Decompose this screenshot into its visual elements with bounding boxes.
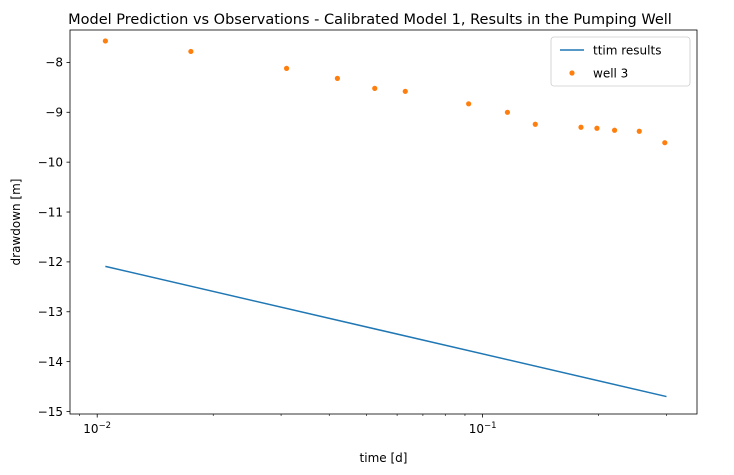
y-tick-label: −13 — [38, 305, 63, 319]
data-point-well-3 — [578, 124, 584, 130]
data-point-well-3 — [466, 101, 472, 107]
x-tick-label: 10−1 — [469, 421, 497, 436]
legend-label-ttim: ttim results — [593, 44, 661, 58]
y-tick-label: −14 — [38, 355, 63, 369]
y-axis-label: drawdown [m] — [9, 179, 23, 266]
x-axis-label: time [d] — [360, 451, 408, 465]
data-point-well-3 — [283, 65, 290, 71]
legend-marker-swatch — [569, 70, 575, 76]
series-line-ttim-results — [105, 265, 667, 398]
legend-frame — [550, 36, 691, 87]
plot-frame — [69, 29, 698, 415]
y-tick-label: −11 — [38, 205, 63, 219]
data-point-well-3 — [636, 128, 642, 134]
plot-area — [70, 30, 697, 414]
data-point-well-3 — [504, 109, 511, 115]
x-tick-label: 10−2 — [83, 421, 111, 436]
data-point-well-3 — [594, 125, 600, 131]
data-point-well-3 — [662, 140, 668, 146]
y-tick-label: −12 — [38, 255, 63, 269]
data-point-well-3 — [372, 85, 378, 91]
data-point-well-3 — [532, 121, 538, 127]
data-point-well-3 — [188, 48, 194, 55]
y-tick-label: −8 — [45, 56, 63, 70]
y-tick-label: −10 — [38, 155, 63, 169]
data-point-well-3 — [102, 38, 108, 44]
legend: ttim results well 3 — [550, 36, 691, 87]
data-point-well-3 — [611, 127, 618, 133]
y-tick-label: −15 — [38, 405, 63, 419]
y-tick-label: −9 — [45, 106, 63, 120]
data-point-well-3 — [402, 88, 408, 94]
y-axis-ticks: −8 −9 −10 −11 −12 −13 −14 −15 — [38, 56, 70, 419]
data-point-well-3 — [334, 75, 340, 81]
legend-label-well: well 3 — [593, 67, 628, 81]
x-axis-ticks: 10−2 10−1 — [83, 414, 497, 436]
series-layer — [102, 38, 668, 398]
chart-title: Model Prediction vs Observations - Calib… — [68, 12, 672, 28]
